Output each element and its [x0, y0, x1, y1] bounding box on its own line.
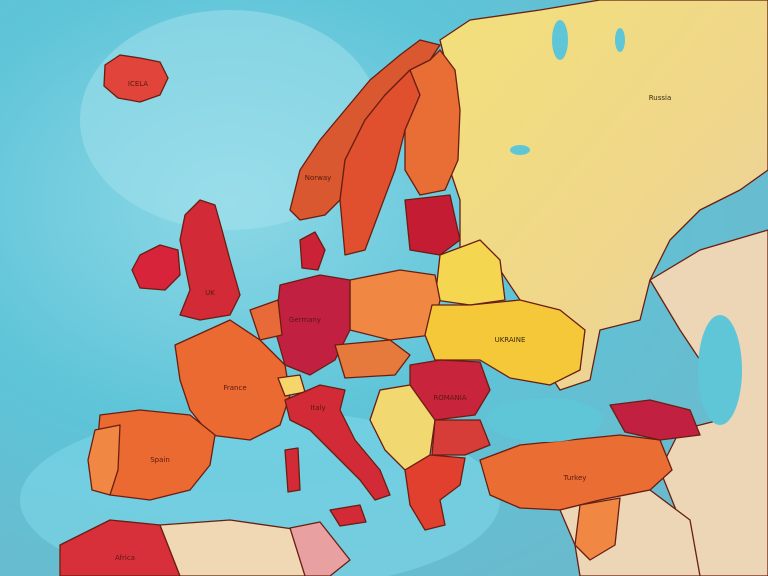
iceland [103, 54, 169, 103]
levant [574, 497, 621, 561]
central-europe [334, 339, 411, 379]
lake-1 [552, 20, 568, 60]
germany-label: Germany [289, 316, 321, 324]
lake-2 [510, 145, 530, 155]
iceland-label: ICELA [128, 80, 148, 88]
spain-label: Spain [150, 456, 170, 464]
ukraine [424, 299, 586, 386]
baltics [404, 194, 461, 256]
germany [274, 274, 351, 376]
black-sea [487, 398, 603, 442]
ireland [131, 244, 181, 291]
russia-region [439, 0, 768, 391]
great-britain [179, 199, 241, 321]
greece [404, 454, 466, 531]
bulgaria [431, 419, 491, 456]
portugal [87, 424, 121, 496]
finland [404, 49, 461, 196]
russia-label: Russia [649, 94, 672, 102]
lake-3 [615, 28, 625, 52]
turkey-label: Turkey [563, 474, 587, 482]
uk-label: UK [205, 289, 215, 297]
benelux [249, 299, 283, 341]
italy-label: Italy [310, 404, 325, 412]
caspian-sea [698, 315, 742, 425]
caucasus [609, 399, 701, 441]
romania-label: ROMANIA [433, 394, 467, 402]
ukraine-label: UKRAINE [495, 336, 526, 344]
italy [284, 384, 391, 501]
africa-label: Africa [115, 554, 135, 562]
sicily [329, 504, 367, 527]
france [174, 319, 291, 441]
france-label: France [223, 384, 246, 392]
denmark [299, 231, 326, 271]
norway-label: Norway [305, 174, 332, 182]
sardinia [284, 447, 301, 493]
north-africa-east [289, 521, 351, 576]
